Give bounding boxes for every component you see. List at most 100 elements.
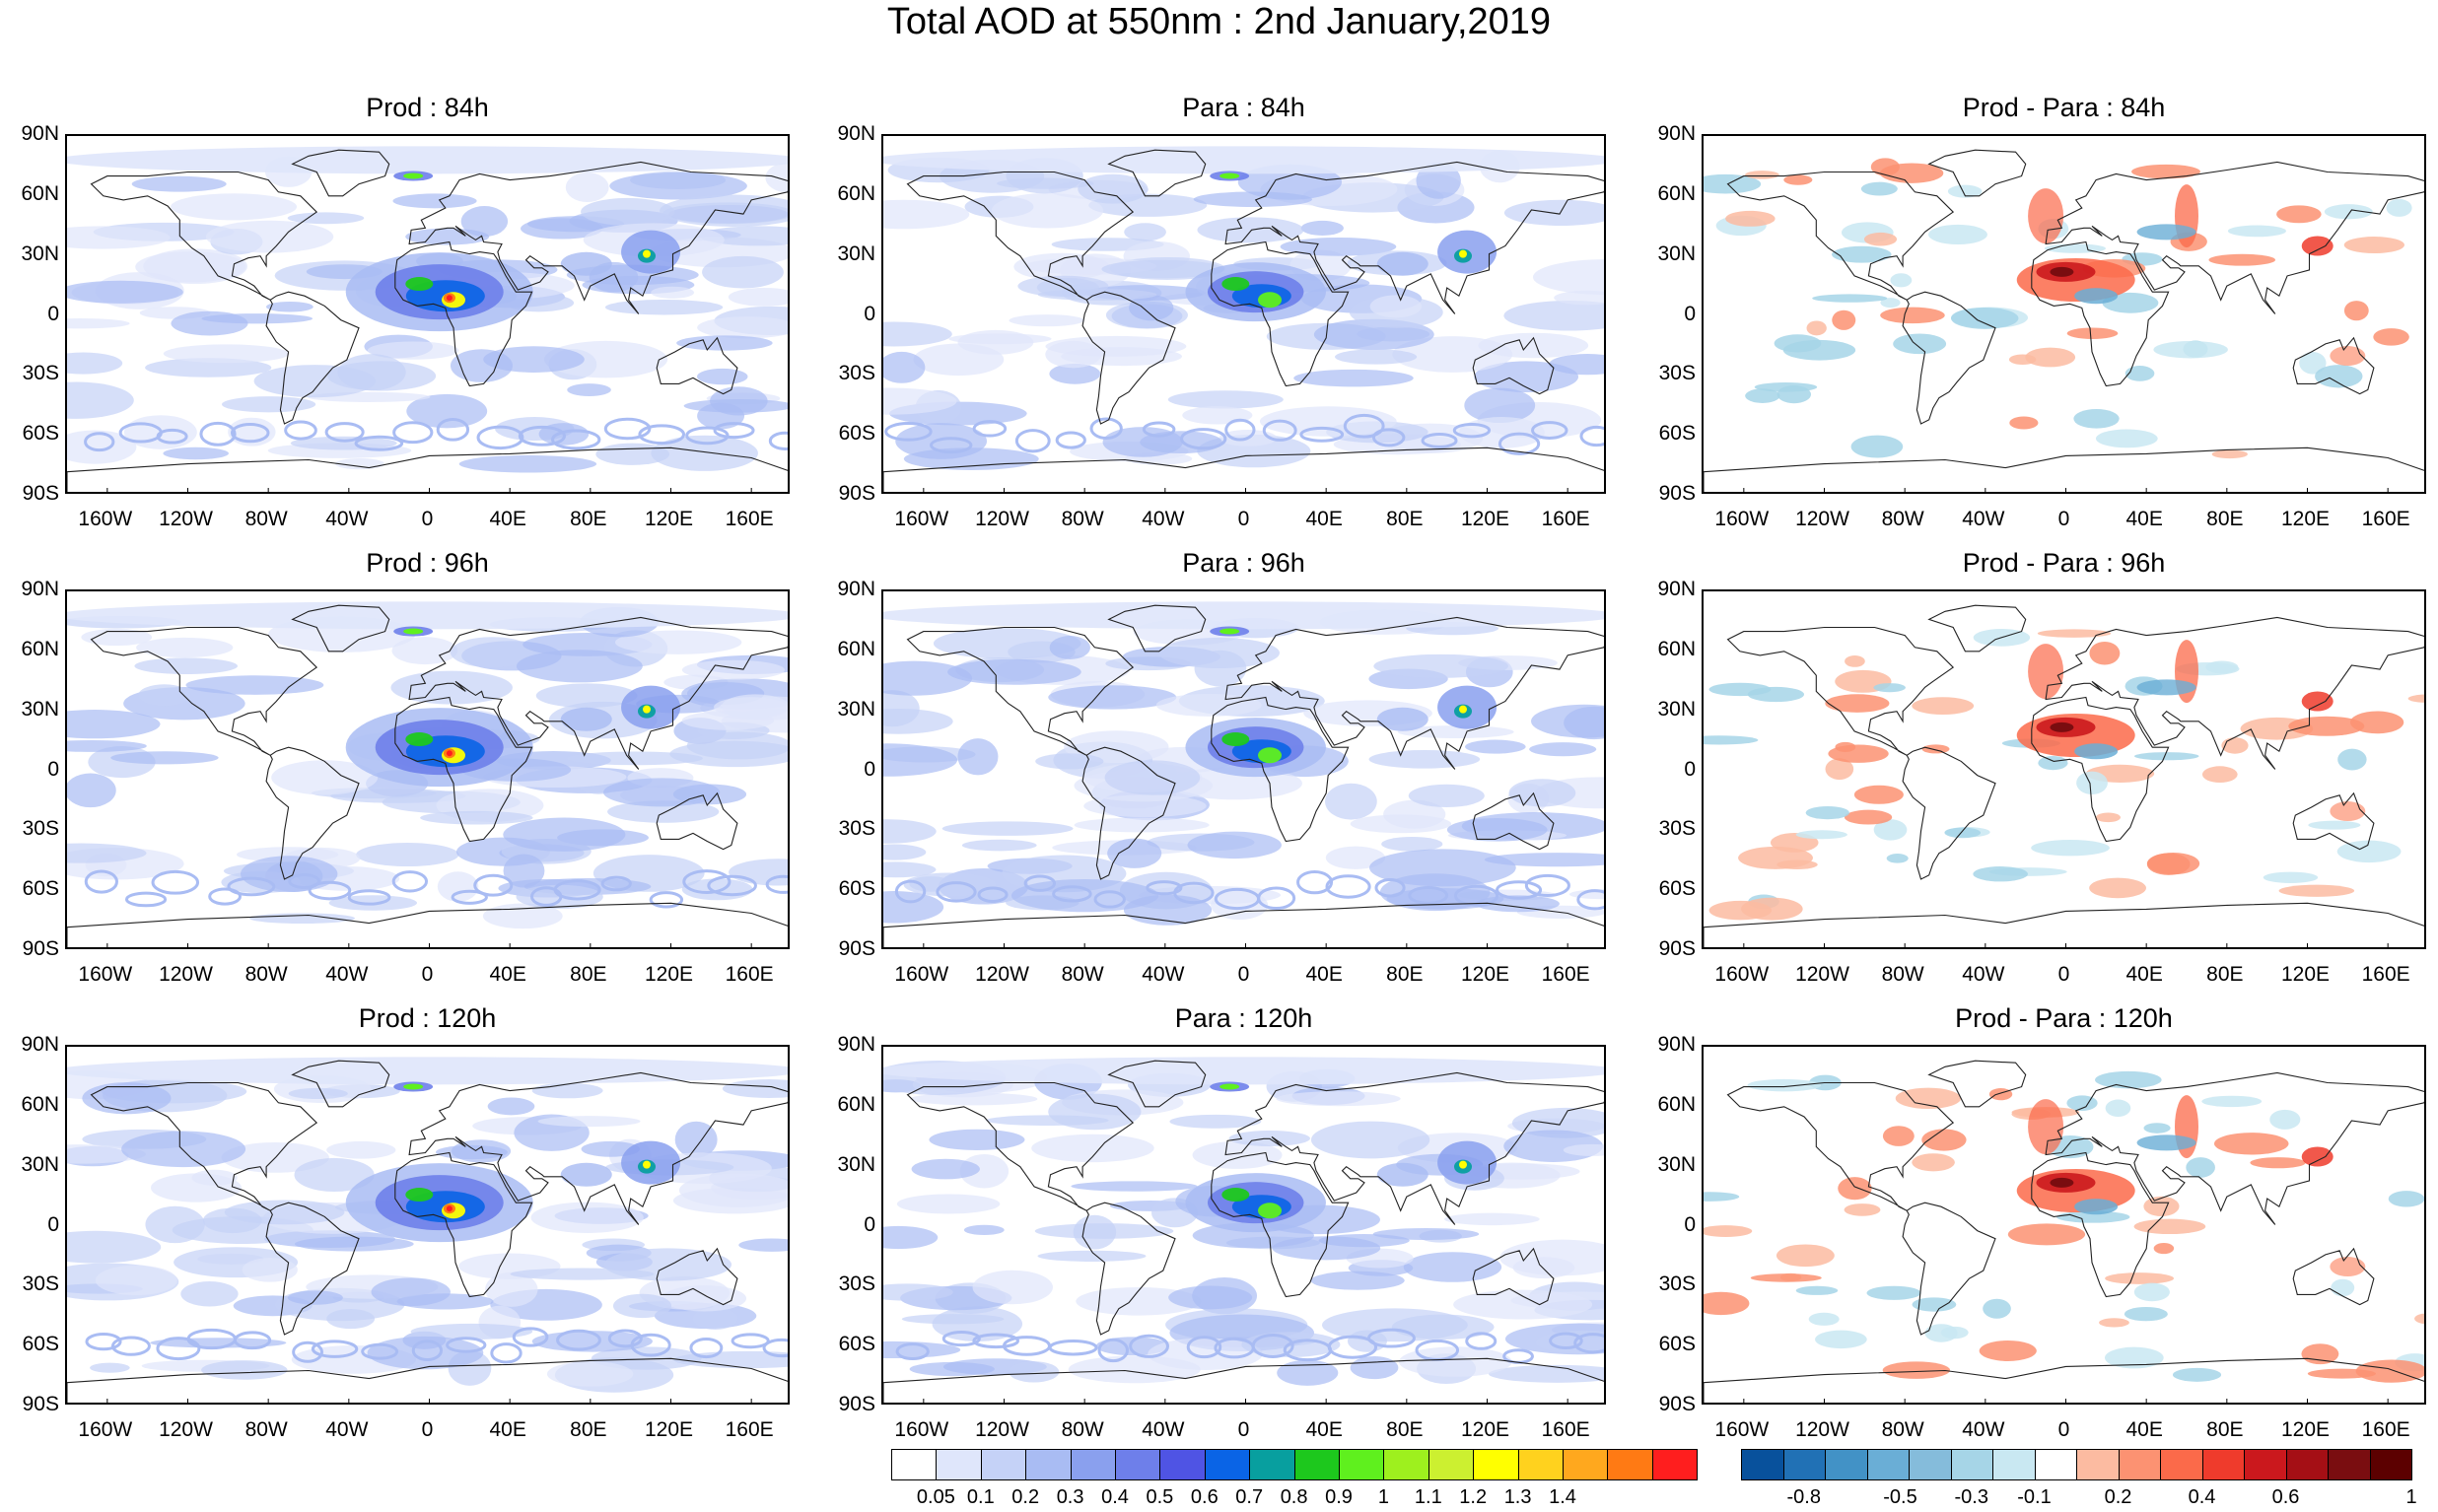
longitude-label: 80E [1386, 963, 1424, 986]
aod-colorbar-swatch [1383, 1449, 1429, 1480]
longitude-label: 80W [1881, 1418, 1924, 1441]
latitude-label: 60N [1657, 637, 1696, 660]
latitude-label: 60N [21, 1092, 59, 1116]
latitude-label: 90N [21, 122, 59, 145]
panel-title: Prod : 96h [366, 548, 489, 578]
aod-colorbar-label: 0.3 [1056, 1486, 1084, 1508]
longitude-label: 80W [1881, 508, 1924, 530]
map-field [67, 601, 788, 947]
difference-colorbar-swatch [2160, 1449, 2203, 1480]
longitude-label: 160W [78, 508, 133, 530]
longitude-label: 160E [1541, 1418, 1590, 1441]
longitude-label: 120E [1460, 508, 1510, 530]
aod-colorbar-swatch [1249, 1449, 1295, 1480]
latitude-label: 30N [837, 1152, 875, 1176]
latitude-label: 0 [864, 1212, 875, 1236]
latitude-label: 30S [1658, 362, 1696, 385]
map-field [1704, 1060, 2424, 1403]
aod-colorbar-label: 1.1 [1414, 1486, 1442, 1508]
latitude-label: 60N [837, 637, 875, 660]
longitude-label: 160E [725, 1418, 774, 1441]
map-field [67, 146, 788, 492]
longitude-label: 120E [2280, 963, 2331, 986]
latitude-label: 30S [838, 817, 875, 841]
longitude-label: 0 [1237, 1418, 1250, 1441]
longitude-label: 160E [725, 963, 774, 986]
latitude-label: 30S [1658, 1272, 1696, 1296]
latitude-label: 90S [1658, 1393, 1696, 1415]
latitude-label: 60S [1658, 422, 1696, 446]
longitude-label: 160W [1714, 963, 1770, 986]
world-map [1702, 1045, 2426, 1405]
difference-colorbar-swatch [2076, 1449, 2120, 1480]
latitude-label: 60N [1657, 1092, 1696, 1116]
longitude-label: 80W [244, 508, 288, 530]
longitude-label: 80E [2206, 1418, 2244, 1441]
latitude-label: 60N [21, 637, 59, 660]
latitude-label: 60S [22, 1333, 59, 1356]
aod-colorbar-swatch [1651, 1449, 1699, 1480]
latitude-label: 30S [22, 362, 59, 385]
longitude-label: 40W [325, 963, 369, 986]
longitude-label: 40E [1305, 1418, 1343, 1441]
longitude-label: 120W [975, 963, 1029, 986]
longitude-label: 80W [1061, 508, 1104, 530]
longitude-label: 80E [1386, 1418, 1424, 1441]
longitude-label: 40E [2125, 508, 2163, 530]
longitude-label: 120W [1795, 508, 1849, 530]
longitude-label: 40E [2125, 963, 2163, 986]
longitude-label: 40W [1142, 1418, 1185, 1441]
longitude-label: 80E [1386, 508, 1424, 530]
map-panel-prod-120: Prod : 120h 90N 60N 30N 0 30S 60S 90S 160W 120W 80… [21, 1003, 790, 1441]
longitude-label: 120W [975, 508, 1029, 530]
aod-colorbar: 0.05 0.1 0.2 0.3 0.4 0.5 0.6 0.7 0.8 0.9 1 1.1 1.2 1.… [891, 1449, 1699, 1512]
aod-colorbar-swatch [1473, 1449, 1519, 1480]
longitude-label: 40E [489, 963, 526, 986]
difference-colorbar-swatch [1909, 1449, 1952, 1480]
longitude-label: 40W [1962, 963, 2005, 986]
latitude-label: 30S [1658, 817, 1696, 841]
difference-colorbar: -0.8 -0.5 -0.3 -0.1 0.2 0.4 0.6 1 [1741, 1449, 2417, 1512]
panel-title: Prod - Para : 96h [1962, 548, 2166, 578]
aod-colorbar-swatch [1517, 1449, 1564, 1480]
latitude-label: 60S [838, 422, 875, 446]
longitude-label: 40W [325, 1418, 369, 1441]
map-field [1704, 149, 2424, 492]
panel-title: Prod - Para : 120h [1955, 1003, 2173, 1033]
latitude-label: 90N [1657, 578, 1696, 600]
longitude-label: 160E [2361, 963, 2410, 986]
aod-colorbar-swatch [980, 1449, 1027, 1480]
map-panel-para-96: Para : 96h 90N 60N 30N 0 30S 60S 90S 160W 120W 80W… [837, 548, 1606, 986]
difference-colorbar-swatch [1825, 1449, 1868, 1480]
difference-colorbar-label: -0.8 [1786, 1486, 1821, 1508]
difference-colorbar-label: -0.5 [1883, 1486, 1917, 1508]
latitude-label: 90S [838, 482, 875, 505]
latitude-label: 90S [22, 937, 59, 960]
latitude-label: 60S [838, 877, 875, 901]
latitude-label: 30N [1657, 241, 1696, 265]
longitude-label: 160W [1714, 508, 1770, 530]
panel-title: Para : 120h [1174, 1003, 1313, 1033]
latitude-label: 30N [21, 241, 59, 265]
aod-colorbar-swatch [1607, 1449, 1653, 1480]
longitude-label: 160E [2361, 508, 2410, 530]
aod-colorbar-label: 0.1 [966, 1486, 995, 1508]
latitude-label: 0 [1684, 1212, 1696, 1236]
map-panel-diff-96: Prod - Para : 96h 90N 60N 30N 0 30S 60S 90S 160W… [1657, 548, 2426, 986]
longitude-label: 40W [1142, 963, 1185, 986]
latitude-label: 0 [864, 757, 875, 781]
world-map [881, 589, 1606, 949]
aod-colorbar-swatch [1070, 1449, 1116, 1480]
longitude-label: 120W [159, 508, 213, 530]
longitude-label: 120E [1460, 963, 1510, 986]
difference-colorbar-label: 0.2 [2104, 1486, 2132, 1508]
difference-colorbar-swatch [2369, 1449, 2412, 1480]
latitude-label: 60S [1658, 877, 1696, 901]
aod-colorbar-label: 1.2 [1459, 1486, 1488, 1508]
latitude-label: 0 [1684, 302, 1696, 325]
longitude-label: 40E [1305, 963, 1343, 986]
world-map [65, 134, 790, 494]
longitude-label: 80W [1881, 963, 1924, 986]
aod-colorbar-swatch [1159, 1449, 1206, 1480]
aod-colorbar-swatch [936, 1449, 982, 1480]
